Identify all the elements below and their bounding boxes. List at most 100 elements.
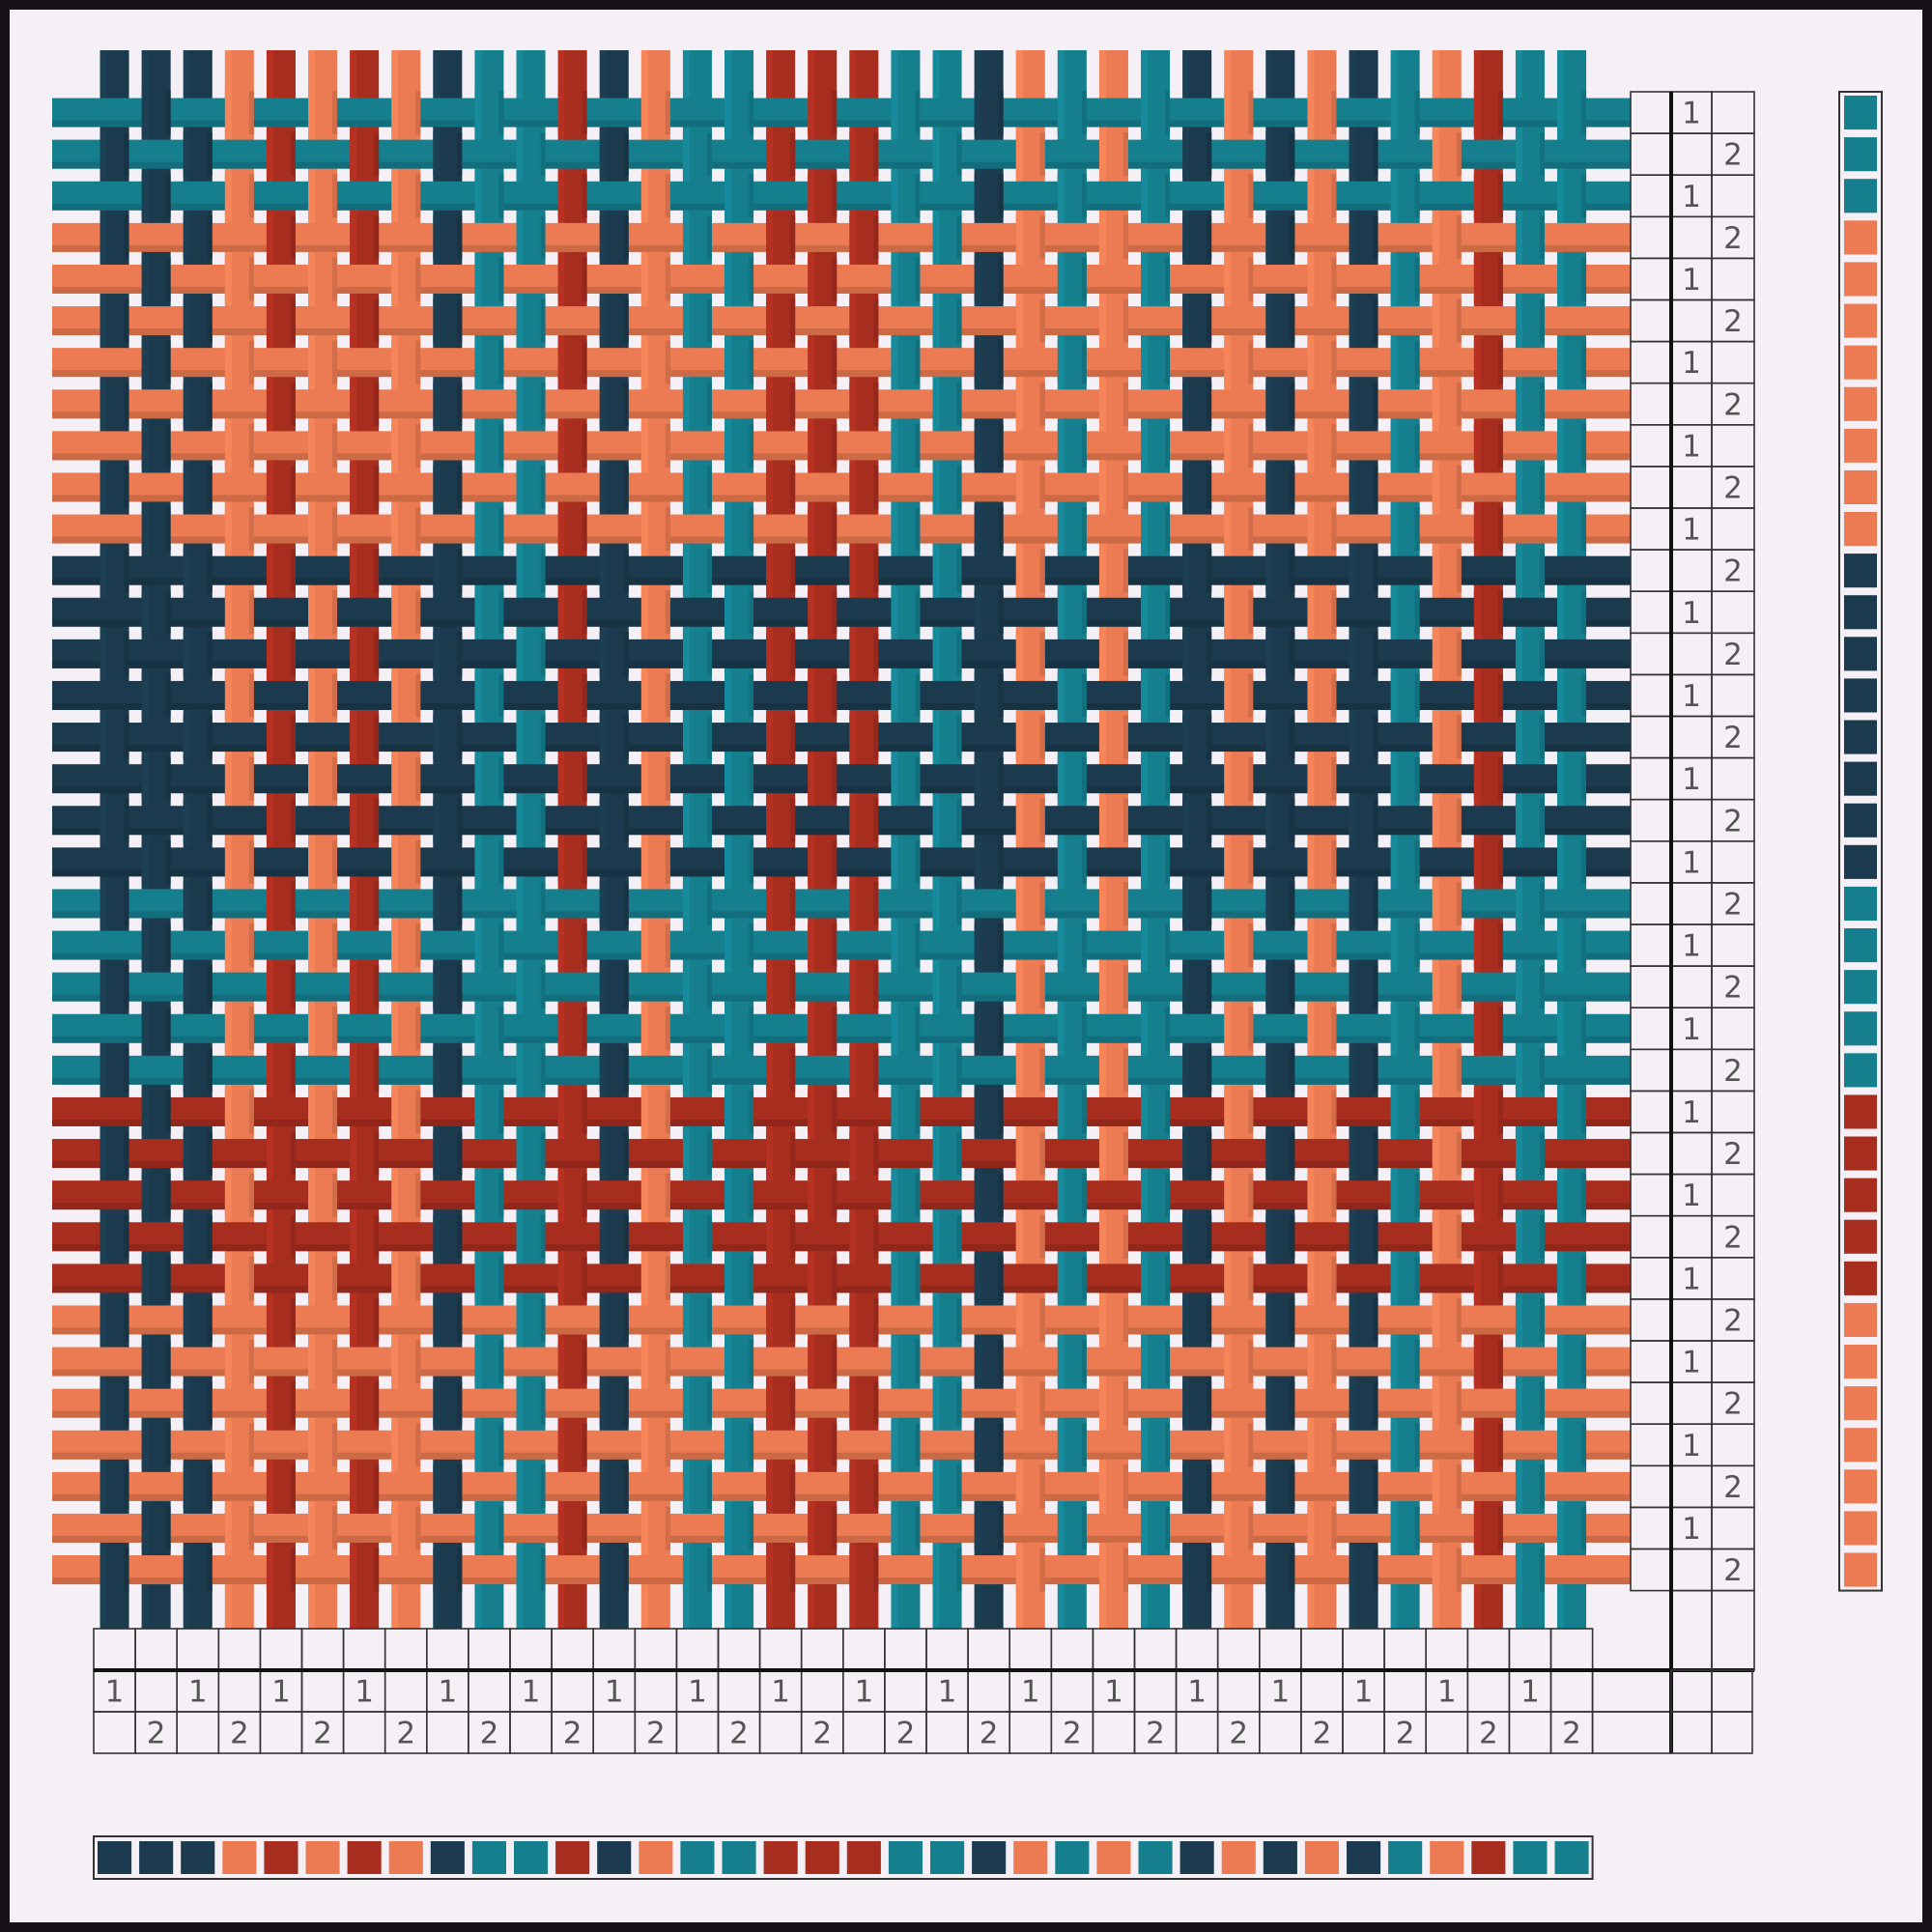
warp-float-highlight [1265, 1464, 1273, 1509]
warp-float-highlight [1307, 1340, 1315, 1384]
warp-float-shadow [374, 1548, 380, 1592]
warp-float-shadow [1581, 1340, 1587, 1384]
warp-float-highlight [891, 174, 898, 218]
weft-shadow [52, 869, 1631, 877]
warp-float-shadow [1539, 1131, 1545, 1176]
warp-float-shadow [1581, 1423, 1587, 1467]
warp-float-highlight [891, 590, 898, 635]
warp-float-shadow [207, 1131, 213, 1176]
warp-float-highlight [640, 839, 648, 884]
warp-float-highlight [266, 715, 273, 759]
warp-float-highlight [1473, 257, 1481, 301]
warp-color-chip [972, 1841, 1007, 1874]
warp-float-highlight [599, 1464, 607, 1509]
warp-float-highlight [266, 1381, 273, 1426]
warp-float-highlight [433, 965, 440, 1009]
warp-float-shadow [374, 798, 380, 842]
threading-mark: 1 [1021, 1675, 1040, 1710]
warp-float-highlight [932, 549, 940, 593]
warp-float-highlight [141, 756, 149, 801]
threading-mark: 2 [729, 1717, 749, 1751]
warp-float-highlight [516, 1381, 524, 1426]
warp-float-shadow [1581, 1506, 1587, 1550]
threading-mark: 2 [1229, 1717, 1248, 1751]
treadling-cell [1670, 1589, 1713, 1671]
treadling-cell [1670, 215, 1713, 260]
warp-float-highlight [1057, 1256, 1065, 1300]
warp-float-shadow [374, 965, 380, 1009]
warp-float-shadow [582, 340, 587, 384]
treadling-spacer-cell [1630, 1464, 1672, 1509]
warp-float-shadow [1581, 756, 1587, 801]
warp-float-highlight [391, 423, 399, 468]
warp-float-highlight [1141, 1256, 1149, 1300]
warp-float-shadow [1539, 465, 1545, 509]
weft-shadow [52, 1493, 1631, 1501]
warp-float-highlight [599, 298, 607, 343]
warp-float-shadow [207, 215, 213, 260]
warp-float-highlight [391, 1340, 399, 1384]
weft-shadow [52, 370, 1631, 378]
treadling-cell [1711, 839, 1755, 884]
weft-shadow [52, 328, 1631, 336]
warp-float-shadow [415, 673, 421, 718]
warp-float-highlight [640, 1256, 648, 1300]
warp-float-shadow [290, 715, 296, 759]
warp-float-shadow [1290, 1381, 1295, 1426]
threading-spacer-cell [967, 1628, 1010, 1671]
warp-float-highlight [974, 1256, 981, 1300]
warp-float-shadow [1539, 549, 1545, 593]
warp-float-shadow [1207, 1048, 1212, 1093]
threading-spacer-cell [800, 1628, 844, 1671]
warp-float-shadow [1414, 257, 1420, 301]
warp-float-highlight [808, 1090, 815, 1134]
threading-cell [425, 1711, 469, 1754]
warp-float-shadow [498, 1007, 504, 1051]
warp-float-highlight [1432, 1214, 1439, 1259]
warp-float-shadow [832, 673, 838, 718]
treadling-spacer-cell [1630, 1007, 1672, 1051]
warp-float-shadow [1081, 839, 1087, 884]
treadling-cell [1711, 1340, 1755, 1383]
warp-float-highlight [1473, 1256, 1481, 1300]
warp-float-shadow [915, 174, 921, 218]
warp-float-shadow [1039, 1381, 1045, 1426]
warp-float-highlight [1473, 756, 1481, 801]
warp-float-shadow [623, 132, 629, 177]
warp-float-shadow [1207, 1131, 1212, 1176]
warp-float-shadow [1373, 132, 1378, 177]
weft-color-chip [1844, 220, 1877, 255]
warp-float-highlight [141, 423, 149, 468]
warp-float-shadow [1373, 632, 1378, 676]
warp-float-shadow [1081, 1506, 1087, 1550]
warp-float-highlight [350, 632, 357, 676]
warp-float-highlight [1098, 549, 1106, 593]
warp-float-highlight [1515, 1381, 1522, 1426]
treadling-mark: 1 [1682, 1095, 1701, 1130]
warp-float-highlight [1224, 1506, 1232, 1550]
weft-shadow [52, 1452, 1631, 1460]
warp-float-shadow [374, 715, 380, 759]
warp-float-shadow [124, 465, 129, 509]
warp-float-highlight [599, 798, 607, 842]
warp-color-chip [514, 1841, 549, 1874]
warp-float-shadow [1290, 1048, 1295, 1093]
warp-highlight [557, 50, 565, 1629]
warp-float-shadow [1290, 715, 1295, 759]
weft-color-chip [1844, 1552, 1877, 1587]
warp-float-highlight [1098, 1214, 1106, 1259]
warp-float-highlight [932, 1548, 940, 1592]
warp-float-shadow [790, 549, 796, 593]
warp-float-shadow [1248, 1506, 1254, 1550]
warp-highlight [724, 50, 732, 1629]
warp-float-shadow [582, 1007, 587, 1051]
warp-color-bar-frame [93, 1835, 1594, 1880]
warp-float-highlight [516, 965, 524, 1009]
warp-float-highlight [1224, 1340, 1232, 1384]
warp-float-shadow [1081, 590, 1087, 635]
warp-float-shadow [623, 715, 629, 759]
warp-float-shadow [374, 1464, 380, 1509]
treadling-spacer-cell [1630, 132, 1672, 177]
warp-float-shadow [207, 881, 213, 925]
